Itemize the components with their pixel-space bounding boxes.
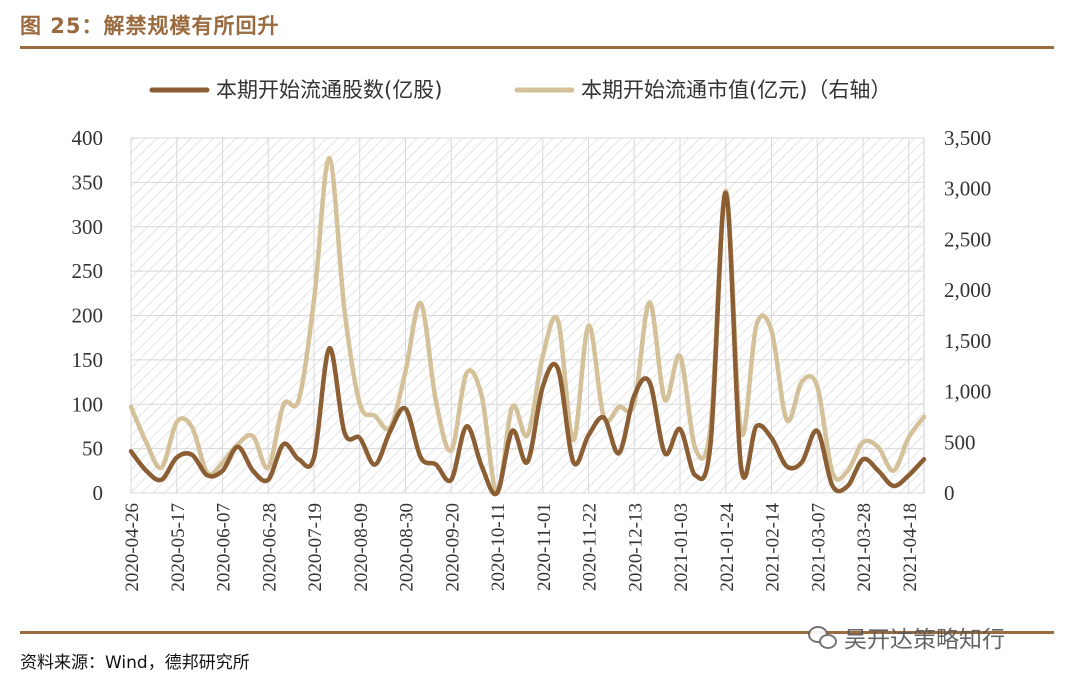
y-left-tick-label: 0 — [93, 481, 104, 505]
x-tick-label: 2020-08-30 — [397, 503, 418, 592]
y-left-tick-label: 250 — [72, 259, 104, 283]
y-left-tick-label: 300 — [72, 215, 104, 239]
wechat-icon — [808, 626, 837, 649]
x-tick-label: 2020-11-22 — [580, 503, 601, 591]
x-tick-label: 2021-01-24 — [717, 503, 738, 592]
series-layer — [128, 156, 927, 497]
x-tick-label: 2021-03-07 — [808, 503, 829, 592]
bottom-rule — [20, 631, 1054, 634]
x-tick-label: 2021-03-28 — [854, 503, 875, 592]
y-right-tick-label: 2,500 — [944, 227, 991, 251]
x-tick-label: 2020-06-07 — [214, 503, 235, 592]
y-left-tick-label: 200 — [72, 304, 104, 328]
legend-item-market-value-label: 本期开始流通市值(亿元)（右轴） — [581, 78, 891, 102]
y-right-tick-label: 3,500 — [944, 126, 991, 150]
y-right-tick-label: 500 — [944, 430, 976, 454]
x-tick-label: 2021-04-18 — [900, 503, 921, 592]
watermark: 吴开达策略知行 — [808, 620, 1005, 654]
x-tick-label: 2020-07-19 — [305, 503, 326, 592]
y-left-tick-label: 100 — [72, 392, 104, 416]
x-tick-label: 2021-02-14 — [763, 503, 784, 592]
y-left-tick-label: 350 — [72, 170, 104, 194]
legend-item-shares-label: 本期开始流通股数(亿股) — [216, 78, 442, 102]
y-left-tick-label: 50 — [82, 437, 103, 461]
source-note: 资料来源：Wind，德邦研究所 — [20, 653, 250, 673]
y-left-tick-label: 150 — [72, 348, 104, 372]
series-line-market-value — [128, 156, 927, 496]
y-left-tick-label: 400 — [72, 126, 104, 150]
y-right-tick-label: 1,000 — [944, 380, 991, 404]
x-tick-label: 2020-10-11 — [488, 503, 509, 591]
x-tick-label: 2020-11-01 — [534, 503, 555, 591]
figure-title: 图 25：解禁规模有所回升 — [20, 14, 280, 38]
legend: 本期开始流通股数(亿股) 本期开始流通市值(亿元)（右轴） — [149, 78, 891, 102]
y-right-tick-label: 2,000 — [944, 278, 991, 302]
x-tick-label: 2020-12-13 — [625, 503, 646, 592]
x-tick-label: 2020-06-28 — [259, 503, 280, 592]
x-tick-label: 2021-01-03 — [671, 503, 692, 592]
top-rule — [20, 46, 1054, 49]
x-tick-label: 2020-05-17 — [168, 503, 189, 592]
axes: 0 50 100 150 200 250 300 350 400 0 500 1,000 1,500 2,… — [72, 126, 992, 592]
x-tick-label: 2020-04-26 — [122, 503, 143, 592]
y-right-tick-label: 3,000 — [944, 177, 991, 201]
x-tick-label: 2020-09-20 — [442, 503, 463, 592]
series-line-shares — [128, 190, 927, 497]
grid — [130, 137, 924, 494]
x-tick-label: 2020-08-09 — [351, 503, 372, 592]
watermark-text: 吴开达策略知行 — [844, 627, 1005, 653]
y-right-tick-label: 0 — [944, 481, 955, 505]
y-right-tick-label: 1,500 — [944, 329, 991, 353]
